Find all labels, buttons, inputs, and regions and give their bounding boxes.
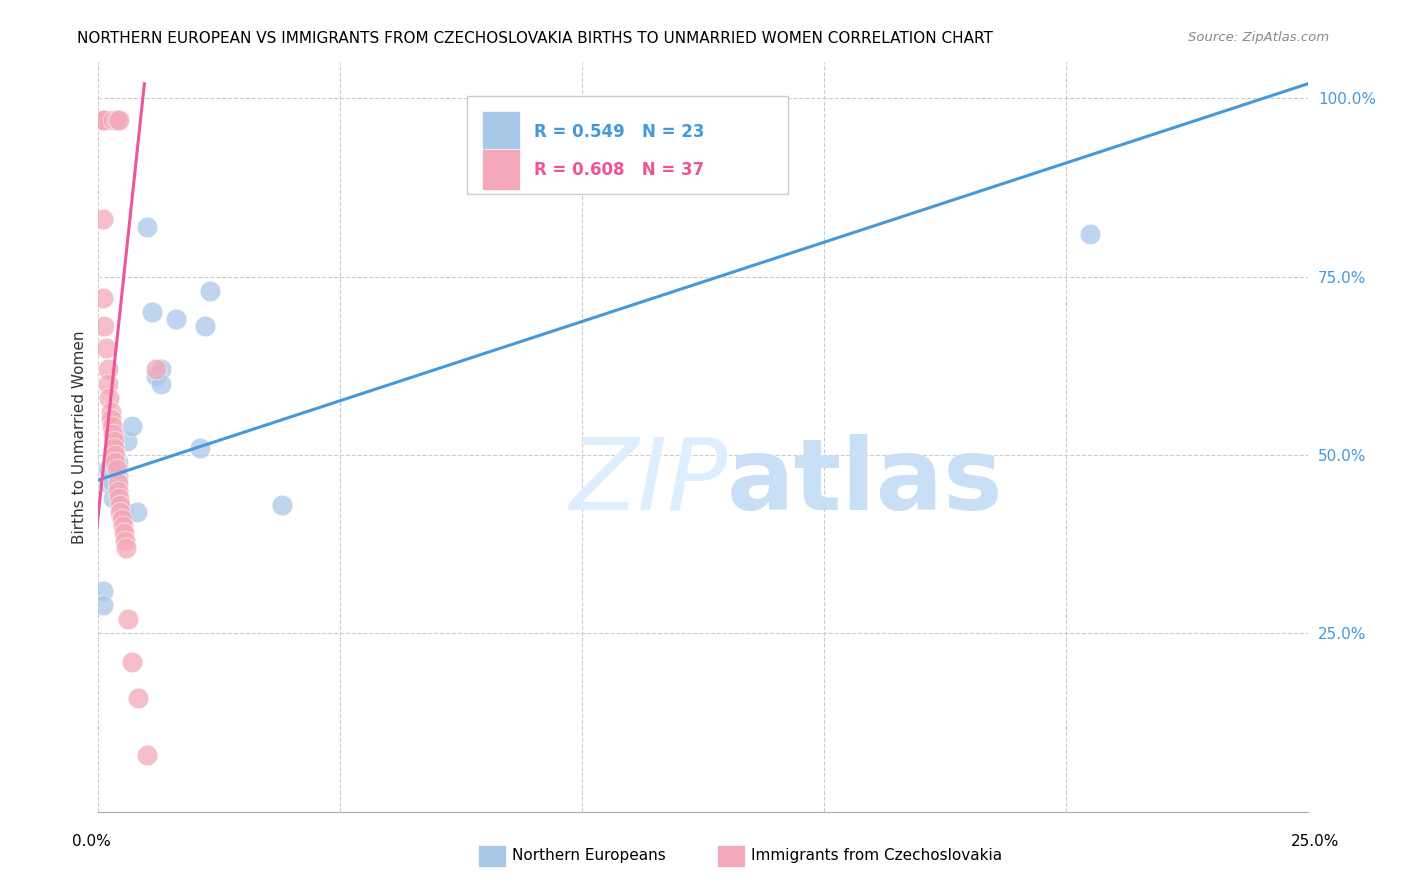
Point xyxy=(145,369,167,384)
FancyBboxPatch shape xyxy=(482,149,520,190)
Point xyxy=(121,419,143,434)
Point xyxy=(91,212,114,227)
Point xyxy=(165,312,187,326)
Point xyxy=(111,519,134,533)
Point xyxy=(111,512,134,526)
Point xyxy=(112,526,135,541)
Point xyxy=(1078,227,1101,241)
Point xyxy=(188,441,211,455)
Point xyxy=(101,476,124,491)
Point xyxy=(105,462,128,476)
Point xyxy=(93,112,115,127)
Point xyxy=(271,498,294,512)
Point xyxy=(107,455,129,469)
Point xyxy=(135,747,157,762)
Point xyxy=(135,219,157,234)
FancyBboxPatch shape xyxy=(467,96,787,194)
Point xyxy=(97,476,120,491)
Point xyxy=(145,362,167,376)
Point xyxy=(97,376,120,391)
Point xyxy=(121,655,143,669)
Point xyxy=(108,505,131,519)
Point xyxy=(100,405,122,419)
Point xyxy=(104,455,127,469)
Point xyxy=(91,291,114,305)
Point xyxy=(101,419,124,434)
Point xyxy=(91,583,114,598)
Text: ZIP: ZIP xyxy=(569,434,727,531)
Point xyxy=(108,498,131,512)
Point xyxy=(107,469,129,483)
Point xyxy=(91,598,114,612)
Point xyxy=(115,541,138,555)
Point xyxy=(117,612,139,626)
Text: Northern Europeans: Northern Europeans xyxy=(512,848,665,863)
Text: 0.0%: 0.0% xyxy=(72,834,111,848)
Text: R = 0.549   N = 23: R = 0.549 N = 23 xyxy=(534,123,704,141)
Point xyxy=(103,441,125,455)
Point xyxy=(98,391,121,405)
Point xyxy=(150,376,173,391)
Text: NORTHERN EUROPEAN VS IMMIGRANTS FROM CZECHOSLOVAKIA BIRTHS TO UNMARRIED WOMEN CO: NORTHERN EUROPEAN VS IMMIGRANTS FROM CZE… xyxy=(77,31,993,46)
Point xyxy=(103,434,125,448)
Point xyxy=(127,505,149,519)
Text: atlas: atlas xyxy=(727,434,1004,531)
Text: Source: ZipAtlas.com: Source: ZipAtlas.com xyxy=(1188,31,1329,45)
Text: 25.0%: 25.0% xyxy=(1291,834,1339,848)
Point xyxy=(117,434,139,448)
Point xyxy=(198,284,221,298)
Point xyxy=(107,112,129,127)
Point xyxy=(141,305,163,319)
Point xyxy=(127,690,149,705)
Point xyxy=(104,448,127,462)
Point xyxy=(97,362,120,376)
Point xyxy=(107,491,129,505)
Point xyxy=(107,476,129,491)
Point xyxy=(94,341,117,355)
Point xyxy=(101,491,124,505)
Point xyxy=(107,483,129,498)
Point xyxy=(93,319,115,334)
Point xyxy=(91,112,114,127)
Point xyxy=(111,505,134,519)
Text: R = 0.608   N = 37: R = 0.608 N = 37 xyxy=(534,161,704,178)
Text: Immigrants from Czechoslovakia: Immigrants from Czechoslovakia xyxy=(751,848,1002,863)
Point xyxy=(101,112,124,127)
Point xyxy=(90,112,112,127)
Point xyxy=(97,462,120,476)
Point xyxy=(114,533,136,548)
Point xyxy=(150,362,173,376)
Point xyxy=(100,412,122,426)
Point xyxy=(101,426,124,441)
Point xyxy=(194,319,217,334)
Point xyxy=(105,112,128,127)
FancyBboxPatch shape xyxy=(482,112,520,153)
Y-axis label: Births to Unmarried Women: Births to Unmarried Women xyxy=(72,330,87,544)
